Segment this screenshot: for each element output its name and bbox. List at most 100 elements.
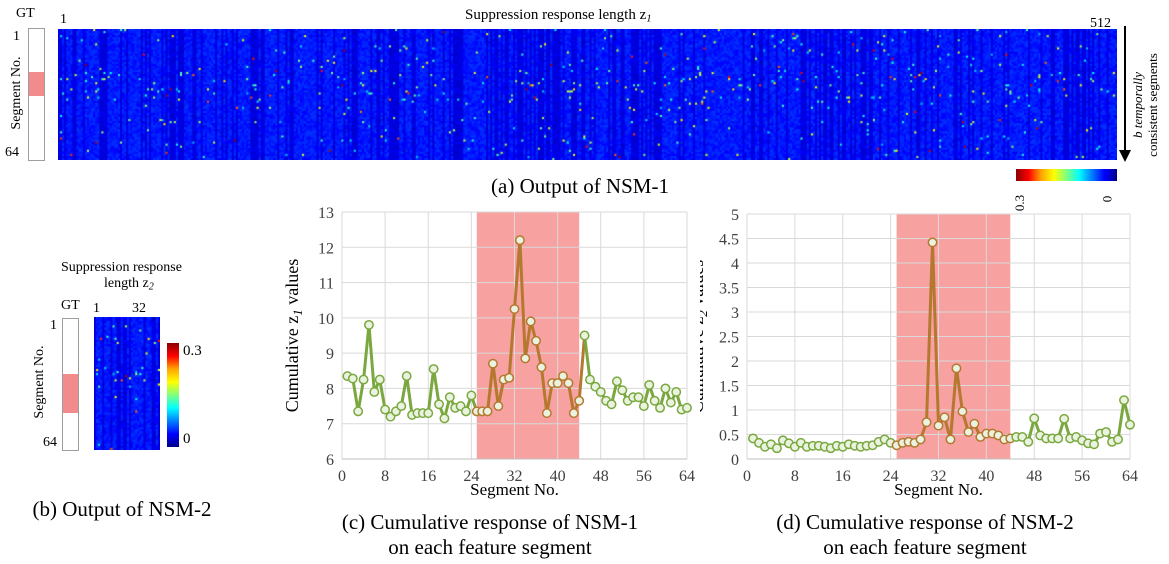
chart-c-xtick-2: 16 — [420, 468, 436, 485]
panel-b-y-top-tick: 1 — [50, 318, 57, 333]
chart-c-data-point — [531, 335, 542, 346]
panel-a-y-axis-label: Segment No. — [9, 56, 24, 130]
chart-c-series-segment — [378, 378, 387, 412]
chart-d-ytick-6: 3 — [731, 305, 739, 322]
chart-c-xtick-3: 24 — [463, 468, 479, 485]
chart-d-data-point — [1089, 439, 1100, 450]
chart-c-series-segment — [507, 307, 516, 380]
panel-a-gt-bar — [28, 28, 45, 161]
panel-b-colorbar — [167, 343, 179, 447]
panel-b-gt-label: GT — [61, 298, 80, 313]
chart-d-data-point — [771, 443, 782, 454]
chart-c-series-segment — [523, 319, 533, 360]
panel-b-x-right-tick: 32 — [132, 301, 146, 316]
chart-d-ytick-8: 4 — [731, 256, 739, 273]
chart-c-ytick-0: 6 — [326, 452, 334, 469]
chart-d-data-point — [921, 417, 932, 428]
panel-b-y-axis-label: Segment No. — [32, 345, 47, 419]
chart-c-data-point — [482, 406, 493, 417]
chart-d-xtick-7: 56 — [1074, 468, 1090, 485]
chart-c-data-point — [671, 387, 682, 397]
chart-d-caption: (d) Cumulative response of NSM-2 on each… — [735, 510, 1115, 560]
chart-c-xtick-5: 40 — [550, 468, 566, 485]
chart-c-ytick-1: 7 — [326, 417, 334, 434]
chart-d-data-point — [1101, 427, 1112, 438]
panel-b-colorbar-high-label: 0.3 — [183, 343, 202, 359]
chart-c-ytick-4: 10 — [318, 311, 334, 328]
chart-c-data-point — [401, 371, 412, 382]
chart-c-data-point — [563, 378, 574, 389]
chart-c-data-point — [665, 397, 676, 408]
chart-d-ytick-5: 2.5 — [719, 330, 739, 347]
chart-c-data-point — [434, 399, 444, 410]
chart-d-caption-line1: (d) Cumulative response of NSM-2 — [776, 510, 1074, 534]
panel-b-colorbar-low-label: 0 — [183, 431, 191, 447]
chart-c-data-point — [461, 406, 471, 417]
chart-c-data-point — [611, 376, 622, 387]
chart-c-data-point — [358, 374, 369, 385]
panel-b-heatmap — [94, 317, 160, 450]
chart-c-data-point — [649, 395, 660, 406]
chart-d-xtick-6: 48 — [1026, 468, 1042, 485]
chart-c-data-point — [493, 401, 504, 412]
chart-c: 6 7 8 9 10 11 12 13 0 8 16 24 32 40 48 56 64 Segment No. C… — [282, 205, 695, 499]
chart-c-series-segment — [486, 362, 495, 413]
chart-c-data-point — [423, 408, 434, 419]
chart-c-series-segment — [539, 365, 549, 415]
chart-c-data-point — [660, 383, 671, 394]
chart-d-data-point — [1113, 434, 1123, 445]
panel-a-heatmap — [58, 29, 1117, 160]
chart-d-x-axis-label: Segment No. — [894, 480, 983, 499]
chart-c-data-point — [606, 399, 617, 410]
chart-d-xtick-0: 0 — [743, 468, 751, 485]
chart-d-xtick-1: 8 — [791, 468, 799, 485]
panel-a-y-top-tick: 1 — [13, 29, 20, 44]
chart-c-data-point — [552, 378, 563, 389]
chart-c-series-segment — [583, 334, 592, 382]
chart-c-series-segment — [362, 323, 371, 382]
chart-d-ytick-2: 1 — [731, 403, 739, 420]
chart-d-data-point — [951, 363, 962, 374]
chart-c-ytick-6: 12 — [318, 240, 334, 257]
chart-c-data-point — [558, 371, 568, 382]
panel-a-title-subscript: 1 — [646, 12, 652, 25]
chart-c-data-point — [353, 406, 364, 417]
panel-b-title-line2-text: length z — [104, 276, 149, 291]
chart-c-series-segment — [426, 367, 436, 415]
chart-c-y-axis-label: Cumulative z1 values — [282, 259, 305, 412]
panel-a-arrow-label-line1: b temporally — [1130, 71, 1145, 139]
chart-c-series-segment — [432, 367, 441, 406]
chart-c-ytick-2: 8 — [326, 381, 334, 398]
chart-c-data-point — [585, 374, 595, 385]
chart-c-data-point — [369, 387, 380, 397]
panel-a-title-text: Suppression response length z — [465, 7, 647, 23]
chart-c-xtick-7: 56 — [636, 468, 652, 485]
chart-c-data-point — [509, 304, 520, 314]
chart-c-series-segment — [577, 334, 587, 403]
chart-c-series-segment — [566, 381, 576, 415]
chart-c-ytick-3: 9 — [326, 346, 334, 363]
chart-c-data-point — [487, 358, 498, 369]
chart-c-caption-line2: on each feature segment — [388, 535, 592, 559]
chart-c-data-point — [428, 364, 439, 374]
chart-c-data-point — [536, 362, 547, 373]
chart-d-y-axis-label: Cumulative z2 values — [700, 260, 710, 413]
panel-b-title-subscript: 2 — [148, 281, 154, 293]
chart-c-xtick-8: 64 — [679, 468, 695, 485]
chart-d-data-point — [1053, 433, 1064, 444]
chart-d-data-point — [1029, 413, 1040, 424]
chart-c-data-point — [541, 408, 552, 419]
chart-c-series-segment — [356, 378, 366, 413]
chart-c-x-axis-label: Segment No. — [470, 480, 559, 499]
panel-a-gt-highlight — [29, 72, 44, 96]
chart-d-xtick-5: 40 — [978, 468, 994, 485]
chart-d-series-segment — [1116, 398, 1126, 441]
panel-a-caption: (a) Output of NSM-1 — [491, 174, 669, 198]
chart-d-xtick-8: 64 — [1122, 468, 1138, 485]
chart-d: 0 0.5 1 1.5 2 2.5 3 3.5 4 4.5 5 0 8 16 24 32 40 48 56 64 Seg… — [700, 207, 1138, 499]
chart-d-data-point — [915, 434, 926, 445]
chart-c-series-segment — [518, 238, 527, 360]
chart-d-series-segment — [931, 240, 940, 428]
chart-d-ytick-10: 5 — [731, 207, 739, 224]
chart-c-series-segment — [351, 377, 360, 413]
